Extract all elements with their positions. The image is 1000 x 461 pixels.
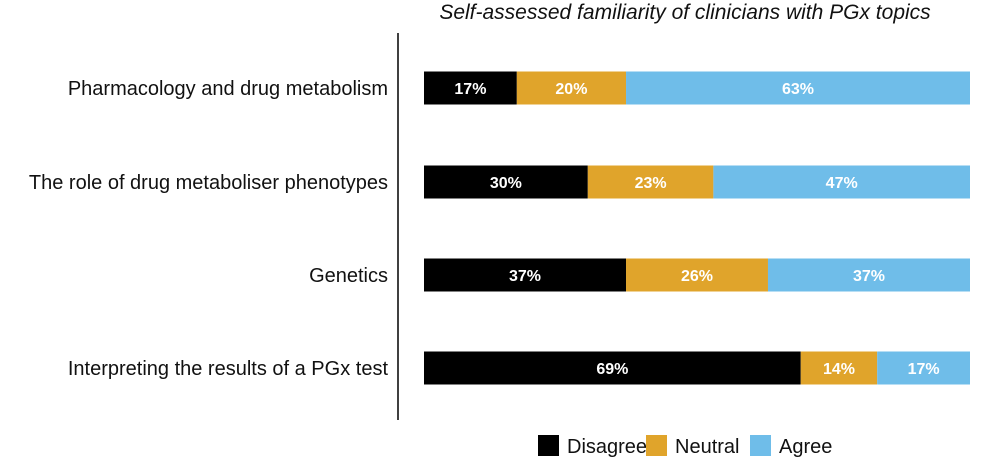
data-label-agree: 37%: [853, 268, 885, 285]
bar-segment-neutral: [800, 351, 878, 385]
category-label: Interpreting the results of a PGx test: [68, 358, 389, 380]
data-label-disagree: 17%: [454, 81, 486, 98]
legend-label-neutral: Neutral: [675, 436, 739, 458]
legend-swatch-neutral: [646, 435, 667, 456]
chart-title: Self-assessed familiarity of clinicians …: [439, 1, 931, 24]
category-label: Genetics: [309, 265, 388, 287]
bar-segment-agree: [767, 258, 970, 292]
segment-labels: 17% 20% 63% 30% 23% 47% 37% 26% 37% 69% 14% 17%: [454, 81, 939, 378]
category-labels: Pharmacology and drug metabolism The role…: [29, 78, 389, 380]
data-label-agree: 47%: [826, 175, 858, 192]
data-label-neutral: 14%: [823, 361, 855, 378]
bar-segment-disagree: [424, 351, 801, 385]
legend-label-agree: Agree: [779, 436, 832, 458]
bar-segment-disagree: [424, 258, 627, 292]
bar-segment-agree: [713, 165, 970, 199]
data-label-agree: 17%: [908, 361, 940, 378]
data-label-neutral: 26%: [681, 268, 713, 285]
data-label-disagree: 69%: [596, 361, 628, 378]
bar-segments: [424, 71, 970, 385]
bar-segment-agree: [626, 71, 970, 105]
legend-swatch-agree: [750, 435, 771, 456]
data-label-disagree: 37%: [509, 268, 541, 285]
legend: Disagree Neutral Agree: [538, 435, 832, 458]
category-label: The role of drug metaboliser phenotypes: [29, 172, 388, 194]
bar-segment-agree: [877, 351, 970, 385]
bar-segment-disagree: [424, 165, 588, 199]
data-label-disagree: 30%: [490, 175, 522, 192]
data-label-agree: 63%: [782, 81, 814, 98]
data-label-neutral: 23%: [635, 175, 667, 192]
legend-swatch-disagree: [538, 435, 559, 456]
bar-segment-neutral: [587, 165, 714, 199]
bar-segment-neutral: [626, 258, 768, 292]
bar-segment-neutral: [516, 71, 627, 105]
category-label: Pharmacology and drug metabolism: [68, 78, 388, 100]
data-label-neutral: 20%: [555, 81, 587, 98]
legend-label-disagree: Disagree: [567, 436, 647, 458]
bar-segment-disagree: [424, 71, 517, 105]
